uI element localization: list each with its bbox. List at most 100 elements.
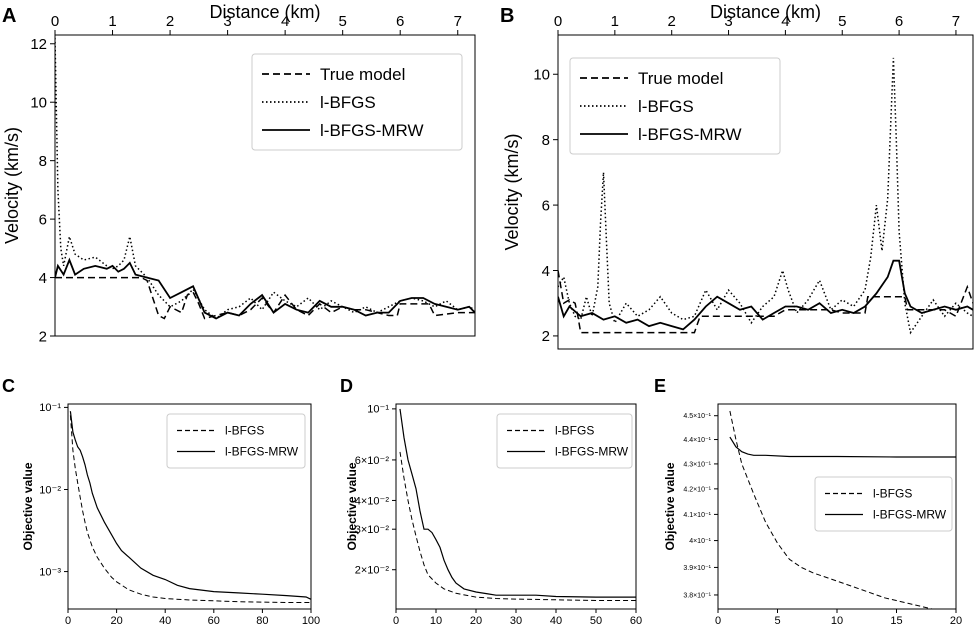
series-line-a-l-bfgs	[55, 37, 475, 320]
panel-letter-b: B	[500, 5, 514, 27]
x-axis-label-a: Distance (km)	[209, 2, 320, 22]
series-line-d-l-bfgs-mrw	[399, 408, 636, 598]
y-axis-label-e: Objective value	[663, 462, 677, 550]
panel-c-chart: C02040608010010⁻³10⁻²10⁻¹IterationsObjec…	[2, 376, 320, 626]
x-tick-label-b: 4	[781, 13, 789, 30]
x-tick-label-b: 6	[895, 13, 903, 30]
x-tick-label-c: 40	[159, 615, 171, 626]
x-tick-label-d: 30	[510, 615, 522, 626]
y-tick-label-b: 4	[542, 263, 550, 280]
x-tick-label-e: 0	[715, 615, 721, 626]
y-tick-label-e: 4.5×10⁻¹	[683, 413, 711, 420]
x-tick-label-b: 1	[611, 13, 619, 30]
x-tick-label-d: 20	[470, 615, 482, 626]
x-tick-label-e: 20	[950, 615, 962, 626]
y-tick-label-b: 2	[542, 328, 550, 345]
x-tick-label-c: 80	[256, 615, 268, 626]
y-tick-label-d: 4×10⁻²	[355, 495, 390, 507]
legend-box-d	[496, 413, 633, 469]
y-axis-label-b: Velocity (km/s)	[502, 133, 522, 250]
x-tick-label-a: 5	[338, 13, 346, 30]
y-tick-label-d: 2×10⁻²	[355, 565, 390, 577]
legend-label-a: l-BFGS-MRW	[320, 121, 424, 140]
y-tick-label-c: 10⁻²	[39, 484, 61, 496]
y-tick-label-a: 10	[30, 94, 47, 111]
x-tick-label-a: 7	[454, 13, 462, 30]
y-tick-label-e: 4.4×10⁻¹	[683, 437, 711, 444]
series-line-c-l-bfgs-mrw	[69, 411, 311, 600]
x-tick-label-a: 0	[51, 13, 59, 30]
x-tick-label-a: 1	[108, 13, 116, 30]
y-tick-label-e: 3.9×10⁻¹	[683, 565, 711, 572]
x-tick-label-b: 5	[838, 13, 846, 30]
x-tick-label-d: 10	[430, 615, 442, 626]
x-tick-label-a: 6	[396, 13, 404, 30]
legend-box-b	[569, 57, 781, 155]
x-tick-label-b: 3	[724, 13, 732, 30]
panel-letter-a: A	[2, 5, 16, 27]
series-line-e-l-bfgs	[729, 410, 937, 609]
x-tick-label-c: 20	[110, 615, 122, 626]
plot-frame-a	[54, 34, 476, 337]
series-line-e-l-bfgs-mrw	[729, 436, 956, 458]
legend-label-d: l-BFGS	[555, 424, 594, 438]
panel-letter-c: C	[2, 376, 15, 396]
y-tick-label-d: 3×10⁻²	[355, 524, 390, 536]
x-tick-label-c: 60	[208, 615, 220, 626]
legend-box-c	[166, 413, 306, 469]
y-tick-label-b: 6	[542, 197, 550, 214]
plot-frame-c	[67, 403, 312, 610]
x-tick-label-e: 15	[890, 615, 902, 626]
y-tick-label-e: 3.8×10⁻¹	[683, 592, 711, 599]
legend-label-c: l-BFGS	[225, 424, 264, 438]
panel-e-chart: E 0 5 10 15 20 3.8×10⁻¹ 3.9×10⁻¹ 4×10⁻¹ 4.1×10⁻¹ 4…	[654, 376, 962, 626]
y-tick-label-a: 2	[39, 328, 47, 345]
y-tick-label-a: 8	[39, 153, 47, 170]
panel-d-chart: D 0 10 20 30 40 50 60 2×10⁻² 3×10⁻² 4×10⁻² 6×10⁻² 10…	[340, 376, 642, 626]
y-tick-label-a: 12	[30, 36, 47, 53]
legend-label-a: True model	[320, 65, 405, 84]
y-axis-label-c: Objective value	[21, 462, 35, 550]
legend-label-b: l-BFGS-MRW	[638, 125, 742, 144]
y-tick-label-c: 10⁻¹	[39, 402, 61, 414]
x-tick-label-c: 100	[302, 615, 320, 626]
series-line-b-l-bfgs-mrw	[558, 259, 973, 331]
legend-box-e	[814, 476, 953, 532]
series-line-b-l-bfgs	[558, 57, 973, 335]
series-line-a-l-bfgs-mrw	[55, 257, 475, 320]
x-tick-label-d: 40	[550, 615, 562, 626]
x-tick-label-a: 4	[281, 13, 289, 30]
y-tick-label-b: 10	[533, 67, 550, 84]
series-line-c-l-bfgs	[69, 415, 311, 603]
x-tick-label-b: 2	[668, 13, 676, 30]
x-tick-label-b: 7	[952, 13, 960, 30]
y-axis-label-a: Velocity (km/s)	[2, 127, 22, 244]
x-tick-label-b: 0	[554, 13, 562, 30]
y-tick-label-b: 8	[542, 132, 550, 149]
y-tick-label-c: 10⁻³	[39, 566, 61, 578]
y-tick-label-d: 10⁻¹	[367, 404, 389, 416]
y-axis-label-d: Objective value	[345, 462, 359, 550]
x-tick-label-d: 60	[630, 615, 642, 626]
x-tick-label-e: 10	[831, 615, 843, 626]
legend-label-e: l-BFGS-MRW	[873, 508, 947, 522]
y-tick-label-e: 4.3×10⁻¹	[683, 461, 711, 468]
plot-frame-b	[557, 34, 974, 350]
x-tick-label-a: 2	[166, 13, 174, 30]
y-tick-label-a: 4	[39, 270, 47, 287]
legend-box-a	[251, 53, 463, 151]
y-tick-label-e: 4.1×10⁻¹	[683, 512, 711, 519]
panel-b-chart: B 0 1 2 3 4 5 6 7 2 4 6 8 10 Distance (km) Velocity (km…	[500, 2, 974, 350]
y-tick-label-d: 6×10⁻²	[355, 455, 390, 467]
legend-label-b: True model	[638, 69, 723, 88]
x-tick-label-a: 3	[223, 13, 231, 30]
legend-label-a: l-BFGS	[320, 93, 376, 112]
panel-letter-d: D	[340, 376, 353, 396]
x-tick-label-d: 50	[590, 615, 602, 626]
panel-letter-e: E	[654, 376, 666, 396]
legend-label-d: l-BFGS-MRW	[555, 445, 629, 459]
y-tick-label-a: 6	[39, 211, 47, 228]
